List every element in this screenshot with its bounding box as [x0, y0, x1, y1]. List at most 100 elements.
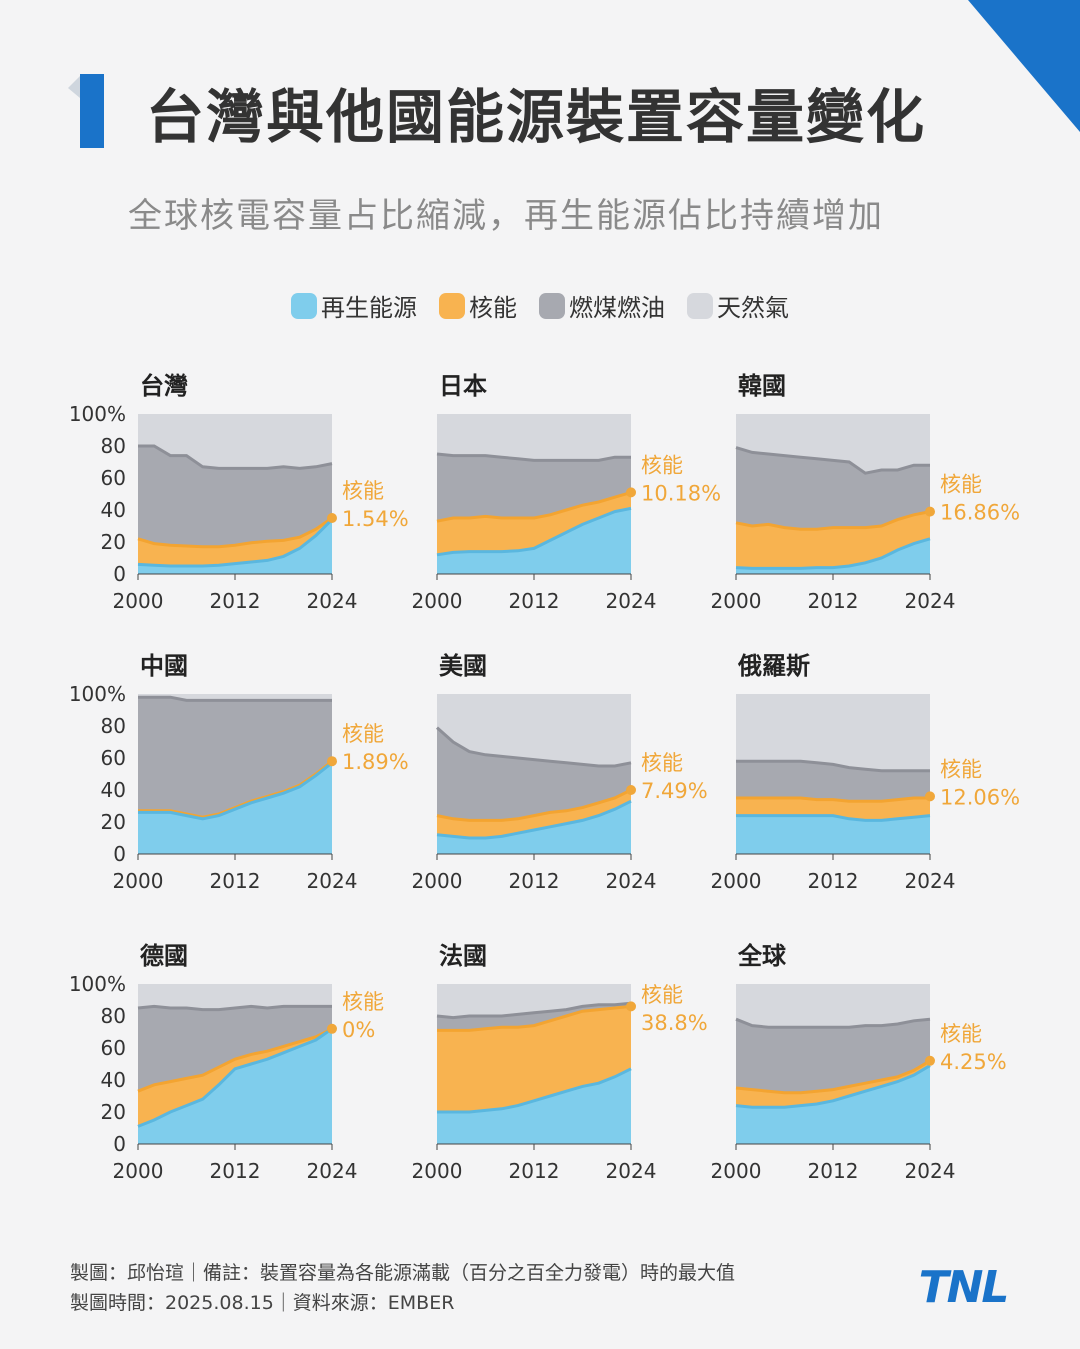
nuclear-annotation-value: 1.89%	[342, 750, 409, 774]
nuclear-annotation-label: 核能	[641, 453, 683, 477]
nuclear-annotation-dot	[327, 513, 337, 523]
renewable-line	[436, 506, 632, 557]
y-tick-label: 60	[101, 1036, 126, 1060]
legend-item-coal-oil: 燃煤燃油	[539, 288, 665, 323]
nuclear-annotation-label: 核能	[641, 983, 683, 1007]
x-tick-label: 2012	[210, 589, 261, 613]
x-tick-label: 2012	[509, 589, 560, 613]
chart-panel: 法國 2000 2012 2024 核能 38.8%	[412, 942, 708, 1183]
chart-title: 全球	[737, 942, 787, 970]
renewable-area	[736, 538, 930, 574]
legend-swatch-coal-oil	[539, 292, 565, 319]
chart-title: 法國	[439, 942, 487, 970]
renewable-area	[736, 1065, 930, 1144]
nuclear-annotation-label: 核能	[940, 473, 982, 497]
chart-title: 韓國	[738, 372, 786, 400]
coal-oil-line	[436, 452, 631, 462]
nuclear-annotation-dot	[626, 1001, 636, 1012]
small-multiples-chart-area: 台灣 2000 2012 2024 0 20 40 60 80 100% 核能 1.54% 日本 2000…	[69, 372, 1020, 1183]
chart-panel: 全球 2000 2012 2024 核能 4.25%	[711, 942, 1007, 1183]
y-tick-label: 80	[101, 714, 126, 738]
page-title: 台灣與他國能源裝置容量變化	[146, 83, 927, 151]
nuclear-line	[437, 1004, 632, 1032]
corner-decoration	[968, 0, 1080, 132]
chart-title: 中國	[140, 652, 188, 680]
x-tick-label: 2000	[412, 589, 463, 613]
nuclear-line	[436, 490, 632, 523]
legend-item-renewable: 再生能源	[291, 288, 417, 323]
nuclear-annotation-value: 1.54%	[342, 507, 409, 531]
x-tick-label: 2000	[711, 589, 762, 613]
chart-title: 美國	[439, 652, 487, 680]
chart-panel: 美國 2000 2012 2024 核能 7.49%	[412, 652, 708, 893]
x-tick-label: 2012	[509, 1159, 560, 1183]
y-tick-label: 80	[101, 1004, 126, 1028]
nuclear-annotation-value: 10.18%	[641, 481, 721, 505]
legend-swatch-natural-gas	[687, 292, 713, 319]
coal-oil-line	[138, 444, 333, 470]
legend-item-natural-gas: 天然氣	[687, 288, 789, 323]
legend: 再生能源 核能 燃煤燃油 天然氣	[0, 288, 1080, 323]
nuclear-annotation-dot	[925, 506, 935, 517]
x-tick-label: 2012	[509, 869, 560, 893]
renewable-area	[138, 1028, 332, 1144]
y-tick-label: 100%	[69, 682, 126, 706]
tnl-logo: TNL	[919, 1262, 1010, 1308]
y-tick-label: 60	[101, 466, 126, 490]
y-tick-label: 100%	[69, 972, 126, 996]
coal-oil-line	[735, 1017, 931, 1029]
coal-oil-line	[436, 1001, 632, 1020]
renewable-area	[138, 762, 332, 854]
x-tick-label: 2000	[711, 869, 762, 893]
nuclear-annotation-value: 7.49%	[641, 779, 708, 803]
renewable-line	[436, 799, 632, 840]
legend-item-nuclear: 核能	[439, 288, 517, 323]
legend-swatch-nuclear	[439, 292, 465, 319]
legend-label: 核能	[469, 294, 517, 322]
header-accent-mark	[68, 74, 104, 148]
nuclear-annotation-value: 12.06%	[940, 785, 1020, 809]
logo-text: TNL	[919, 1262, 1008, 1308]
nuclear-annotation-label: 核能	[342, 479, 384, 503]
nuclear-annotation-value: 4.25%	[940, 1050, 1007, 1074]
y-tick-label: 20	[101, 530, 126, 554]
nuclear-annotation-value: 16.86%	[940, 501, 1020, 525]
y-tick-label: 40	[101, 498, 126, 522]
renewable-area	[437, 801, 631, 854]
chart-panel: 中國 2000 2012 2024 0 20 40 60 80 100% 核能 1.89%	[69, 652, 409, 893]
renewable-line	[137, 518, 334, 568]
nuclear-annotation-value: 38.8%	[641, 1011, 708, 1035]
renewable-area	[138, 519, 332, 574]
coal-oil-line	[137, 1004, 332, 1012]
footer: 製圖：邱怡瑄｜備註：裝置容量為各能源滿載（百分之百全力發電）時的最大值 製圖時間…	[70, 1258, 735, 1318]
renewable-line	[736, 814, 931, 822]
chart-title: 台灣	[140, 372, 188, 400]
chart-title: 日本	[439, 372, 487, 400]
coal-oil-line	[735, 446, 930, 475]
y-tick-label: 100%	[69, 402, 126, 426]
x-tick-label: 2000	[113, 869, 164, 893]
legend-label: 天然氣	[717, 294, 789, 322]
nuclear-annotation-label: 核能	[641, 751, 683, 775]
nuclear-annotation-dot	[327, 1023, 337, 1034]
nuclear-annotation-dot	[626, 785, 636, 795]
y-tick-label: 40	[101, 778, 126, 802]
nuclear-line	[436, 788, 632, 822]
nuclear-annotation-value: 0%	[342, 1018, 375, 1042]
nuclear-line	[137, 1027, 333, 1093]
renewable-line	[437, 1067, 632, 1114]
x-tick-label: 2024	[606, 589, 657, 613]
page-subtitle: 全球核電容量占比縮減，再生能源佔比持續增加	[128, 196, 884, 236]
y-tick-label: 60	[101, 746, 126, 770]
x-tick-label: 2024	[606, 869, 657, 893]
y-tick-label: 20	[101, 1100, 126, 1124]
renewable-line	[735, 1064, 931, 1109]
coal-oil-line	[436, 726, 632, 768]
legend-swatch-renewable	[291, 292, 317, 319]
legend-label: 燃煤燃油	[569, 294, 665, 322]
chart-title: 德國	[140, 942, 188, 970]
x-tick-label: 2000	[412, 869, 463, 893]
nuclear-annotation-dot	[925, 791, 935, 802]
y-tick-label: 0	[113, 562, 126, 586]
x-tick-label: 2024	[606, 1159, 657, 1183]
